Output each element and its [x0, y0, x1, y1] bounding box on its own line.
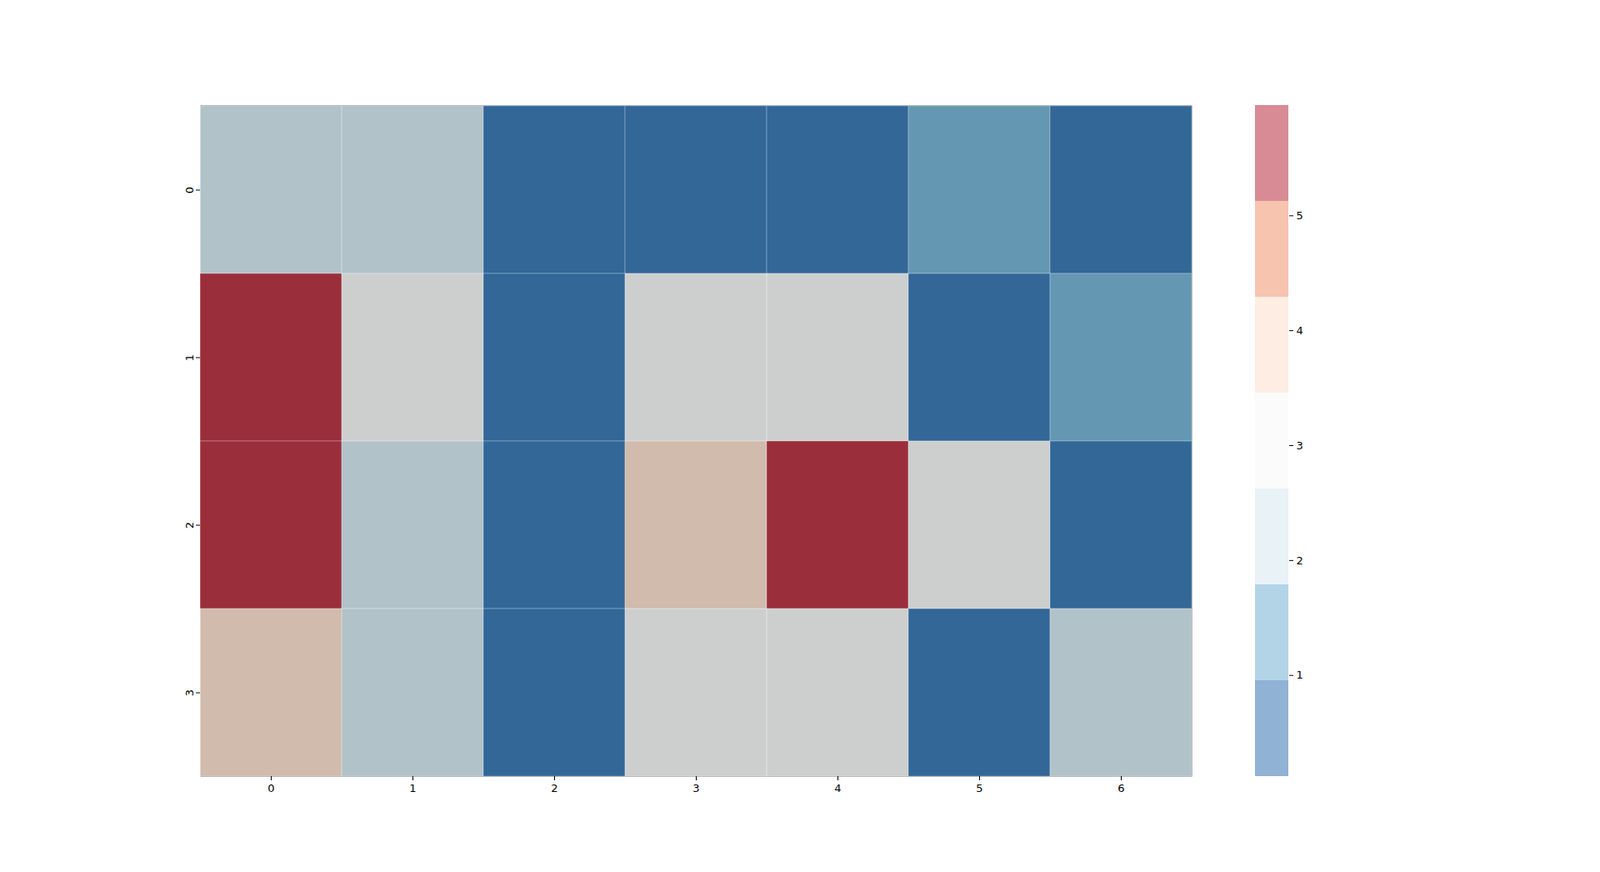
- svg-text:6: 6: [1117, 781, 1125, 795]
- svg-text:5: 5: [975, 781, 983, 795]
- svg-text:3: 3: [692, 781, 700, 795]
- svg-text:2: 2: [1296, 554, 1304, 567]
- svg-text:2: 2: [183, 521, 196, 529]
- svg-text:0: 0: [183, 186, 196, 194]
- svg-text:5: 5: [1296, 209, 1304, 222]
- svg-text:1: 1: [409, 781, 416, 795]
- svg-text:3: 3: [1296, 439, 1304, 452]
- svg-text:4: 4: [834, 781, 841, 795]
- svg-text:2: 2: [550, 781, 558, 795]
- svg-text:3: 3: [183, 689, 196, 696]
- svg-text:0: 0: [267, 781, 275, 795]
- svg-text:4: 4: [1296, 324, 1304, 337]
- svg-text:1: 1: [183, 354, 196, 361]
- svg-text:1: 1: [1296, 668, 1304, 681]
